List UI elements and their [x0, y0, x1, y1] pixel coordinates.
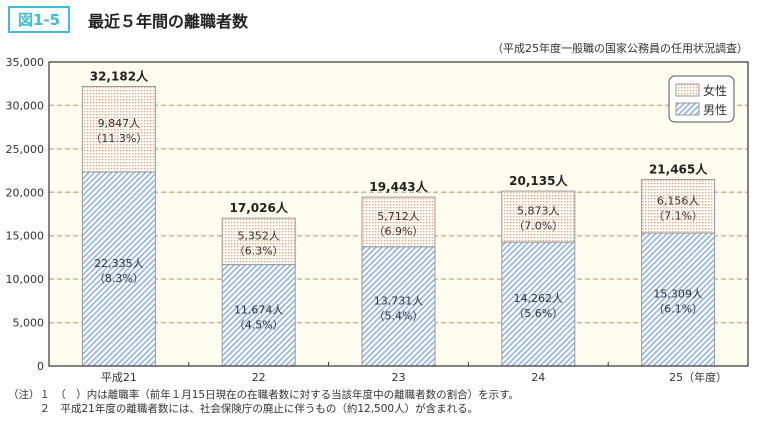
y-tick-label: 15,000 [6, 230, 45, 243]
female-label: 5,352人 [237, 229, 280, 242]
y-tick-label: 10,000 [6, 273, 45, 286]
male-rate: （6.1%） [653, 303, 703, 316]
male-label: 22,335人 [94, 257, 144, 270]
female-label: 9,847人 [98, 117, 141, 130]
female-rate: （7.0%） [513, 220, 563, 233]
bar-female [641, 179, 716, 234]
bar-female [501, 190, 576, 243]
male-label: 14,262人 [514, 292, 564, 305]
x-tick-label: 平成21 [101, 371, 137, 384]
bar-female [361, 196, 436, 248]
figure-label: 図1-5 [8, 6, 71, 33]
female-label: 6,156人 [657, 194, 700, 207]
male-rate: （5.4%） [374, 309, 424, 322]
legend-swatch-female [675, 83, 700, 97]
plot-border [48, 61, 749, 367]
legend-label-female: 女性 [703, 83, 727, 98]
female-label: 5,873人 [517, 205, 560, 218]
y-tick-label: 35,000 [6, 56, 45, 69]
source-note: （平成25年度一般職の国家公務員の任用状況調査） [492, 42, 748, 55]
legend-swatch-male [675, 102, 700, 116]
total-label: 32,182人 [90, 68, 149, 83]
y-tick-label: 20,000 [6, 186, 45, 199]
total-label: 20,135人 [509, 173, 568, 188]
female-label: 5,712人 [377, 210, 420, 223]
total-label: 21,465人 [649, 162, 708, 177]
male-rate: （5.6%） [513, 307, 563, 320]
male-label: 11,674人 [234, 303, 284, 316]
notes: （注）１ （ ）内は離職率（前年１月15日現在の在職者数に対する当該年度中の離職… [8, 388, 519, 416]
y-tick-label: 30,000 [6, 99, 45, 112]
bar-male [501, 241, 576, 367]
bar-male [641, 232, 716, 367]
male-rate: （4.5%） [234, 318, 284, 331]
chart-title: 最近５年間の離職者数 [88, 12, 249, 31]
note-1: （注）１ （ ）内は離職率（前年１月15日現在の在職者数に対する当該年度中の離職… [8, 389, 520, 401]
female-rate: （7.1%） [653, 209, 703, 222]
male-label: 13,731人 [374, 294, 424, 307]
bar-male [221, 264, 296, 367]
male-label: 15,309人 [653, 288, 703, 301]
legend-label-male: 男性 [703, 103, 727, 117]
female-rate: （6.9%） [374, 225, 424, 238]
bar-male [81, 171, 156, 367]
x-tick-label: 25（年度） [669, 370, 727, 384]
female-rate: （11.3%） [90, 132, 147, 145]
x-tick-label: 24 [531, 371, 545, 384]
y-tick-label: 0 [37, 360, 44, 373]
x-tick-label: 22 [252, 371, 266, 384]
note-2: ２ 平成21年度の離職者数には、社会保険庁の廃止に伴うもの（約12,500人）が… [8, 403, 479, 415]
female-rate: （6.3%） [234, 244, 284, 257]
bar-female [81, 85, 156, 173]
bar-female [221, 217, 296, 266]
y-tick-label: 5,000 [13, 317, 45, 330]
total-label: 19,443人 [369, 179, 428, 194]
y-tick-label: 25,000 [6, 143, 45, 156]
x-tick-label: 23 [392, 371, 406, 384]
total-label: 17,026人 [230, 200, 289, 215]
male-rate: （8.3%） [94, 272, 144, 285]
